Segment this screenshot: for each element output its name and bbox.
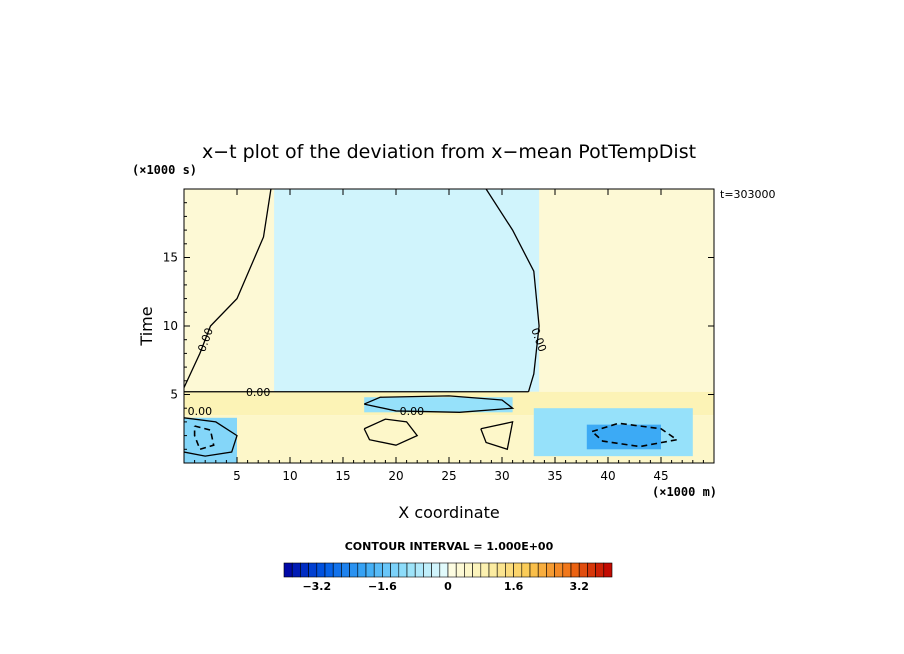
chart-title: x−t plot of the deviation from x−mean Po… [202,141,696,163]
colorbar-cell [472,562,482,578]
colorbar-cell [537,562,547,578]
contour-line [485,189,540,392]
colorbar-cell [414,562,424,578]
colorbar-tick-label: −3.2 [302,580,331,593]
x-tick-label: 10 [282,469,297,483]
x-tick-label: 15 [335,469,350,483]
x-axis: 5 10 15 20 25 30 35 40 45 [194,189,704,483]
contour-line [480,421,514,451]
colorbar-cell [439,562,449,578]
colorbar-cell [382,562,391,578]
colorbar-cell [406,562,416,578]
colorbar-cell [546,562,555,578]
colorbar-cell [291,562,301,578]
y-tick-label: 15 [163,251,178,265]
colorbar-cell [423,562,432,578]
colorbar-cell [300,562,309,578]
x-tick-label: 30 [494,469,509,483]
x-tick-label: 45 [653,469,668,483]
colorbar-cell [595,562,605,578]
x-axis-label: X coordinate [398,503,499,522]
colorbar-cell [316,562,326,578]
colorbar-tick-label: 1.6 [504,580,524,593]
contour-line [363,418,419,446]
contour-value-label: 0.00 [188,405,213,418]
colorbar-cell [513,562,523,578]
x-tick-label: 40 [600,469,615,483]
contour-line [184,417,238,457]
heatmap-cell [184,417,237,463]
colorbar-cell [521,562,531,578]
heatmap-cell [274,189,540,392]
colorbar-tick-label: 0 [444,580,452,593]
colorbar-cell [365,562,375,578]
colorbar-cell [308,562,318,578]
colorbar-cell [324,562,334,578]
colorbar-cell [283,562,293,578]
x-tick-label: 20 [388,469,403,483]
colorbar-cell [578,562,588,578]
colorbar-cell [464,562,473,578]
colorbar-cell [390,562,400,578]
colorbar-cell [488,562,498,578]
colorbar-cell [357,562,367,578]
x-tick-label: 25 [441,469,456,483]
colorbar-cell [603,562,613,578]
y-axis: 5 10 15 [163,202,714,450]
y-axis-label: Time [137,306,156,346]
colorbar-tick-label: −1.6 [368,580,397,593]
colorbar-cell [398,562,408,578]
contour-value-label: 0.00 [400,405,425,418]
colorbar-cell [554,562,564,578]
colorbar-cell [570,562,580,578]
x-tick-label: 35 [547,469,562,483]
colorbar-tick-label: 3.2 [569,580,589,593]
colorbar-cell [349,562,359,578]
colorbar-cell [373,562,383,578]
y-tick-label: 10 [163,319,178,333]
contour-line [184,189,272,388]
heatmap-field [184,189,714,463]
contour-value-label: 0.00 [246,386,271,399]
colorbar-cell [431,562,441,578]
colorbar-cell [587,562,596,578]
contour-line [193,425,215,451]
contour-line [591,422,679,448]
colorbar-cell [455,562,465,578]
colorbar-cell [505,562,514,578]
colorbar-cell [529,562,539,578]
y-tick-label: 5 [170,388,178,402]
colorbar-cell [332,562,342,578]
colorbar-cell [341,562,350,578]
colorbar-cell [447,562,457,578]
timestamp-label: t=303000 [720,188,776,201]
x-unit-label: (×1000 m) [652,485,717,499]
colorbar-cell [480,562,490,578]
colorbar: −3.2 −1.6 0 1.6 3.2 [283,562,613,593]
x-tick-label: 5 [233,469,241,483]
y-unit-label: (×1000 s) [132,163,197,177]
contour-interval-label: CONTOUR INTERVAL = 1.000E+00 [345,540,554,553]
contour-line [363,395,515,413]
heatmap-cell [364,397,513,413]
colorbar-cell [562,562,572,578]
contour-lines [184,189,679,457]
colorbar-cell [496,562,506,578]
